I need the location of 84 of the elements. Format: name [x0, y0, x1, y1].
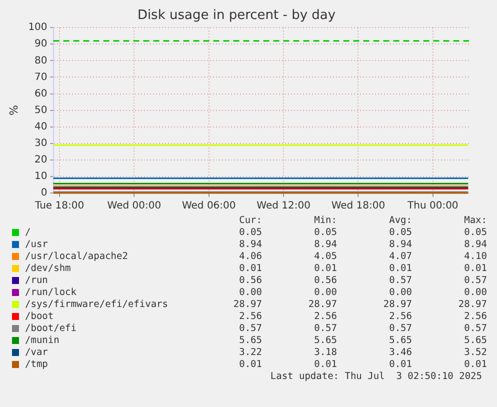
text: 4.07	[388, 251, 412, 263]
legend-label: /munin	[24, 335, 60, 347]
text: 28.97	[457, 299, 487, 311]
text: 5.65	[238, 335, 262, 347]
y-tick-label: 60	[34, 88, 48, 100]
chart-title: Disk usage in percent - by day	[137, 8, 336, 24]
x-tick-label: Wed 00:00	[107, 200, 162, 212]
x-tick-label: Tue 18:00	[34, 200, 84, 212]
x-tick-label: Wed 06:00	[182, 200, 236, 212]
y-tick-label: 70	[34, 72, 48, 83]
y-tick-label: 10	[34, 171, 48, 182]
text: Cur:	[238, 215, 262, 227]
text: 0.01	[238, 263, 262, 275]
y-axis-title: %	[7, 105, 20, 116]
legend-label: /boot	[24, 311, 55, 323]
text: Min:	[313, 215, 337, 227]
y-tick-label: 50	[34, 104, 48, 116]
text: 0.01	[313, 263, 337, 275]
text: 0.01	[463, 263, 487, 275]
text: 5.65	[313, 335, 337, 347]
text: 0.05	[463, 227, 487, 239]
text: 0.05	[388, 227, 412, 239]
text: 8.94	[388, 239, 412, 251]
text: Last update: Thu Jul 3 02:50:10 2025	[269, 371, 482, 383]
text: 8.94	[463, 239, 487, 251]
text: 0.05	[238, 227, 262, 239]
text: 28.97	[382, 299, 412, 311]
text: 5.65	[463, 335, 487, 347]
text: 3.46	[388, 347, 412, 359]
text: 0.57	[388, 323, 412, 335]
text: 4.10	[463, 251, 487, 263]
text: Avg:	[388, 215, 412, 227]
text: 4.05	[313, 251, 337, 263]
legend-label: /usr/local/apache2	[24, 251, 129, 263]
text: 0.00	[238, 287, 262, 299]
text: 0.57	[313, 323, 337, 335]
y-tick-label: 0	[40, 188, 48, 199]
text: 0.01	[313, 359, 337, 371]
text: 5.65	[388, 335, 412, 347]
text: 0.57	[463, 275, 487, 287]
legend-label: /usr	[24, 239, 49, 251]
text: 0.01	[238, 359, 262, 371]
text: 4.06	[238, 251, 262, 263]
text: 0.57	[463, 323, 487, 335]
text: 2.56	[313, 311, 337, 323]
text: 0.01	[388, 359, 412, 371]
text: 0.00	[463, 287, 487, 299]
legend-label: /run	[24, 275, 49, 287]
text: 3.22	[238, 347, 262, 359]
text: 2.56	[463, 311, 487, 323]
text: 8.94	[238, 239, 262, 251]
text: 0.01	[463, 359, 487, 371]
text: 28.97	[232, 299, 262, 311]
legend-label: /tmp	[24, 359, 49, 371]
y-tick-label: 40	[34, 121, 48, 132]
x-tick-label: Wed 12:00	[256, 200, 310, 212]
legend-label: /dev/shm	[24, 263, 72, 275]
text: 0.01	[388, 263, 412, 275]
text: 3.18	[313, 347, 337, 359]
y-tick-label: 20	[34, 154, 48, 166]
text: 0.57	[388, 275, 412, 287]
text: 2.56	[388, 311, 412, 323]
text: 0.56	[313, 275, 337, 287]
text: 28.97	[307, 299, 337, 311]
y-tick-label: 90	[34, 38, 48, 50]
x-tick-label: Wed 18:00	[331, 200, 386, 212]
text: 8.94	[313, 239, 337, 251]
text: 0.57	[238, 323, 262, 335]
text: 3.52	[463, 347, 487, 359]
legend-label: /var	[24, 347, 49, 359]
text: 0.00	[313, 287, 337, 299]
legend-label: /	[24, 227, 32, 239]
y-tick-label: 100	[28, 22, 48, 34]
text: 0.56	[238, 275, 262, 287]
text: Max:	[463, 215, 487, 227]
legend-label: /run/lock	[24, 287, 78, 299]
text: 0.05	[313, 227, 337, 239]
x-tick-label: Thu 00:00	[406, 200, 458, 212]
legend-label: /sys/firmware/efi/efivars	[24, 299, 169, 311]
legend-label: /boot/efi	[24, 323, 78, 335]
y-tick-label: 80	[34, 55, 48, 66]
y-tick-label: 30	[34, 138, 48, 149]
text: 2.56	[238, 311, 262, 323]
text: 0.00	[388, 287, 412, 299]
